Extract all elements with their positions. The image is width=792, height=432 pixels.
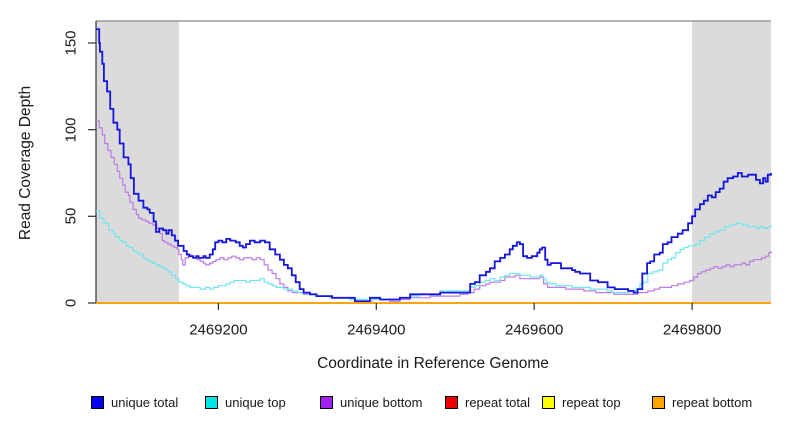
y-tick-label: 0 — [62, 298, 80, 308]
series-line-unique-total — [96, 28, 772, 303]
legend-swatch-icon — [542, 396, 555, 409]
series-line-unique-bottom — [96, 120, 772, 302]
legend-label: unique bottom — [340, 395, 423, 410]
legend-label: repeat top — [562, 395, 621, 410]
y-tick-label: 150 — [62, 30, 80, 56]
legend-swatch-icon — [652, 396, 665, 409]
legend-swatch-icon — [320, 396, 333, 409]
shaded-region — [692, 21, 771, 303]
legend-item-repeat-total: repeat total — [445, 395, 530, 410]
legend-label: repeat bottom — [672, 395, 753, 410]
x-tick-label: 2469800 — [662, 321, 722, 339]
legend-item-repeat-top: repeat top — [542, 395, 621, 410]
series-line-unique-top — [96, 210, 772, 302]
x-tick-label: 2469200 — [189, 321, 248, 339]
legend-item-unique-top: unique top — [205, 395, 286, 410]
legend-swatch-icon — [205, 396, 218, 409]
shaded-region — [96, 21, 179, 303]
legend-swatch-icon — [91, 396, 104, 409]
x-axis-title: Coordinate in Reference Genome — [317, 355, 549, 372]
legend-item-unique-total: unique total — [91, 395, 178, 410]
legend-label: repeat total — [465, 395, 531, 410]
legend-label: unique total — [111, 395, 179, 410]
y-tick-label: 50 — [62, 207, 80, 225]
x-tick-label: 2469600 — [504, 321, 564, 339]
legend-label: unique top — [225, 395, 286, 410]
legend-item-unique-bottom: unique bottom — [320, 395, 422, 410]
y-axis-title: Read Coverage Depth — [17, 85, 34, 241]
y-tick-label: 100 — [62, 117, 80, 143]
legend-swatch-icon — [445, 396, 458, 409]
x-tick-label: 2469400 — [347, 321, 406, 339]
legend-item-repeat-bottom: repeat bottom — [652, 395, 752, 410]
